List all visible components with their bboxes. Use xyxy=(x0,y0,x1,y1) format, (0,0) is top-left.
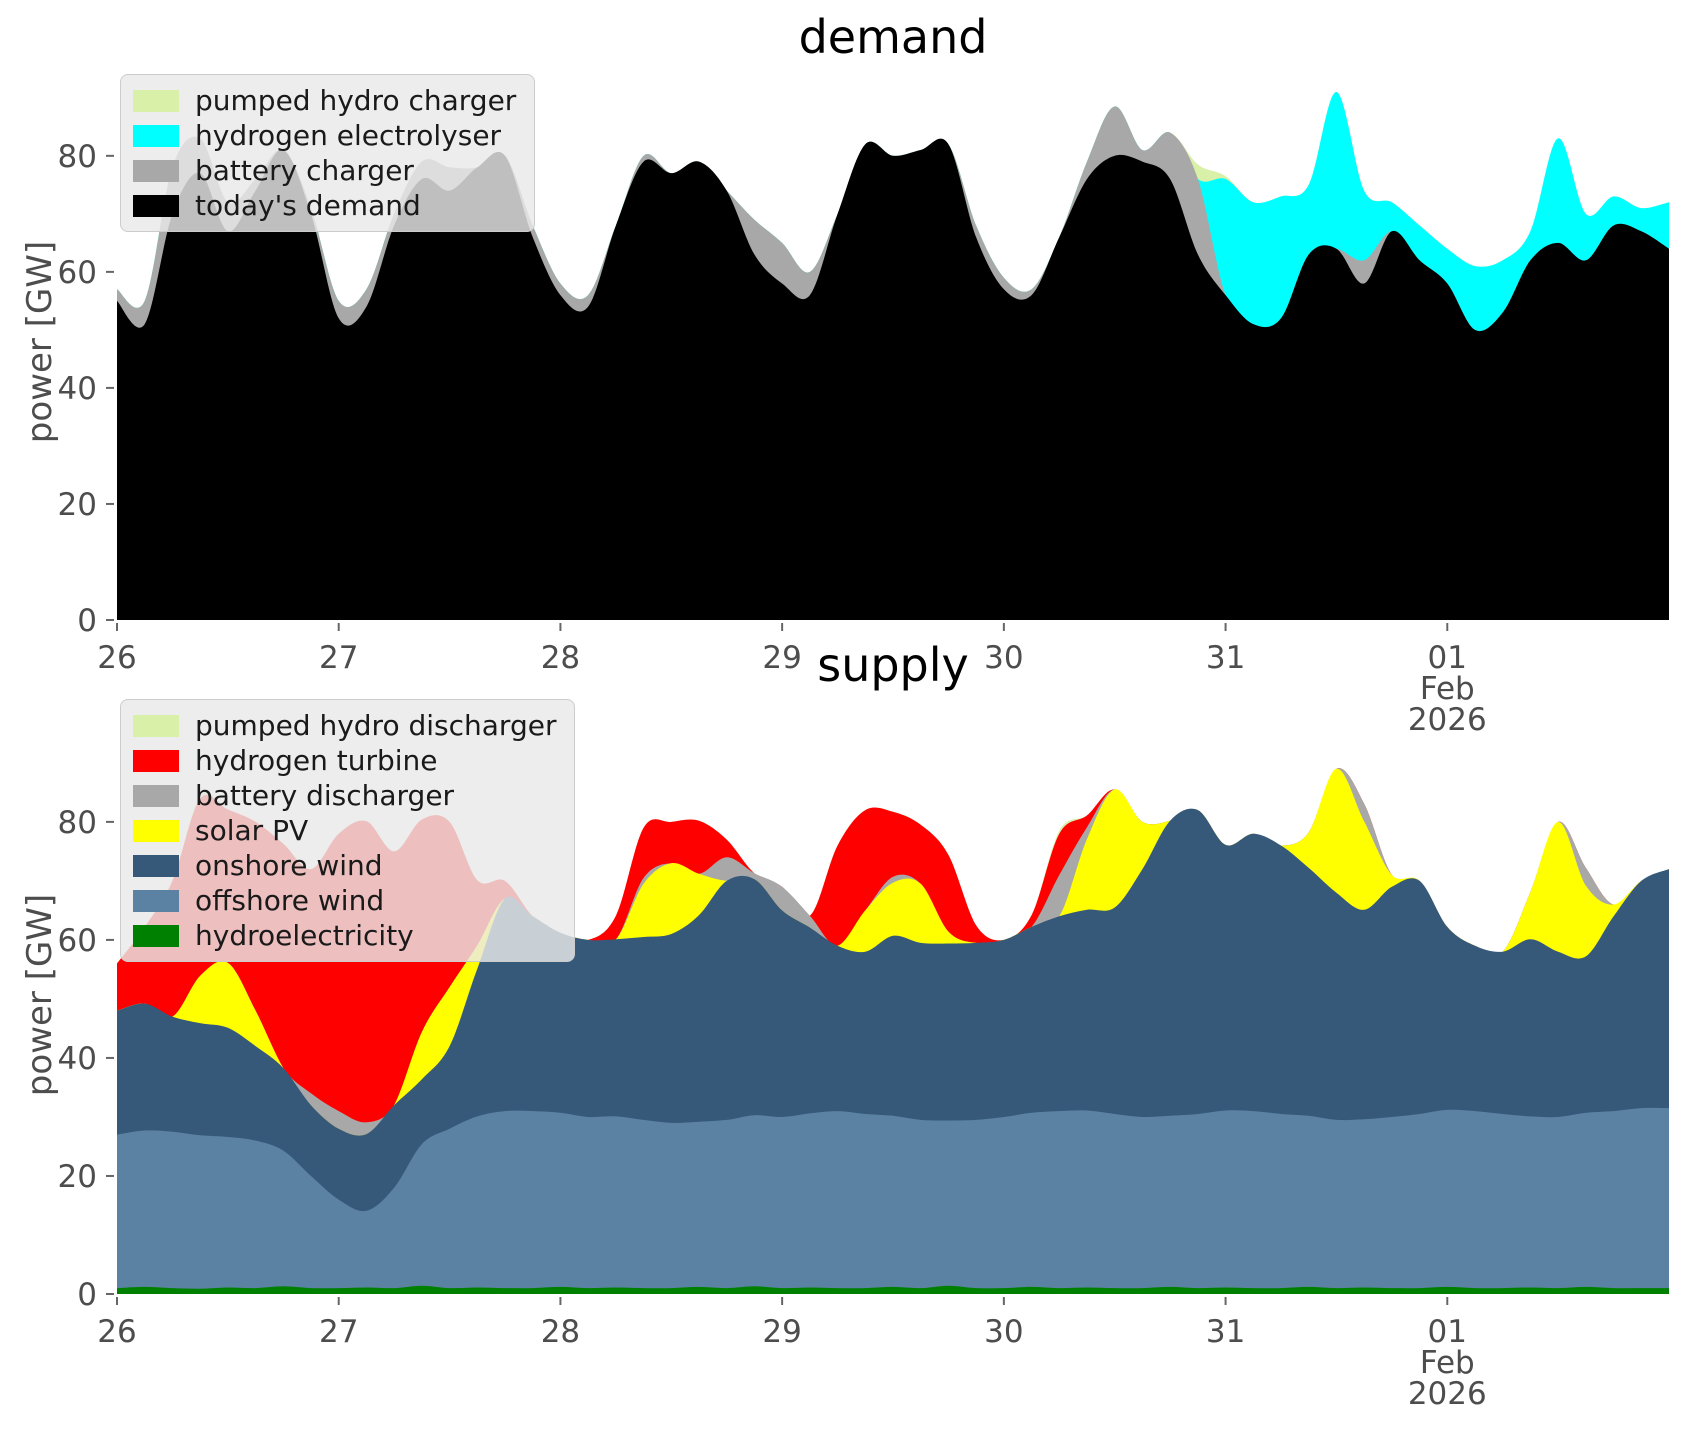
x-tick-label: 26 xyxy=(97,1314,136,1350)
legend-label: hydroelectricity xyxy=(195,919,414,952)
x-tick-label: 27 xyxy=(319,1314,358,1350)
x-tick-label: 28 xyxy=(541,1314,580,1350)
legend-label: battery charger xyxy=(195,154,414,187)
x-tick-label: 01 xyxy=(1428,1314,1467,1350)
x-tick-label: 31 xyxy=(1206,640,1245,676)
area-hydroelectricity xyxy=(117,1285,1669,1294)
legend-swatch xyxy=(133,924,179,947)
legend-swatch xyxy=(133,714,179,737)
y-tick-label: 40 xyxy=(58,1041,97,1077)
area-offshore-wind xyxy=(117,1107,1669,1294)
legend-swatch xyxy=(133,159,179,182)
y-tick-label: 20 xyxy=(58,487,97,523)
supply-legend: pumped hydro discharger hydrogen turbine b… xyxy=(120,699,576,962)
legend-item-solar-pv: solar PV xyxy=(133,815,556,846)
legend-item-battery-discharger: battery discharger xyxy=(133,780,556,811)
y-tick-label: 40 xyxy=(58,371,97,407)
legend-item-pumped-hydro-charger: pumped hydro charger xyxy=(133,85,516,116)
x-tick-label: 30 xyxy=(984,640,1023,676)
legend-item-offshore-wind: offshore wind xyxy=(133,885,556,916)
x-tick-label: 29 xyxy=(762,1314,801,1350)
legend-swatch xyxy=(133,89,179,112)
legend-label: hydrogen turbine xyxy=(195,744,438,777)
legend-item-hydrogen-electrolyser: hydrogen electrolyser xyxy=(133,120,516,151)
legend-swatch xyxy=(133,819,179,842)
demand-legend: pumped hydro charger hydrogen electrolyse… xyxy=(120,74,536,232)
x-tick-label: 01 xyxy=(1428,640,1467,676)
x-tick-label: 26 xyxy=(97,640,136,676)
x-tick-label: 27 xyxy=(319,640,358,676)
legend-swatch xyxy=(133,854,179,877)
demand-chart-title: demand xyxy=(798,10,988,64)
y-tick-label: 0 xyxy=(77,1277,97,1313)
legend-label: hydrogen electrolyser xyxy=(195,119,502,152)
y-tick-label: 60 xyxy=(58,923,97,959)
x-tick-label: 28 xyxy=(541,640,580,676)
legend-item-battery-charger: battery charger xyxy=(133,155,516,186)
area-today-s-demand xyxy=(117,138,1669,620)
x-tick-sublabel: Feb xyxy=(1420,1345,1475,1381)
legend-swatch xyxy=(133,124,179,147)
supply-chart-title: supply xyxy=(817,638,969,692)
x-tick-sublabel: 2026 xyxy=(1408,1376,1487,1412)
y-tick-label: 0 xyxy=(77,603,97,639)
legend-swatch xyxy=(133,749,179,772)
legend-item-hydrogen-turbine: hydrogen turbine xyxy=(133,745,556,776)
legend-label: pumped hydro discharger xyxy=(195,709,557,742)
legend-swatch xyxy=(133,194,179,217)
legend-swatch xyxy=(133,889,179,912)
legend-label: battery discharger xyxy=(195,779,455,812)
legend-swatch xyxy=(133,784,179,807)
x-tick-sublabel: 2026 xyxy=(1408,702,1487,738)
legend-item-onshore-wind: onshore wind xyxy=(133,850,556,881)
legend-item-pumped-hydro-discharger: pumped hydro discharger xyxy=(133,710,556,741)
legend-item-today-s-demand: today's demand xyxy=(133,190,516,221)
legend-item-hydroelectricity: hydroelectricity xyxy=(133,920,556,951)
x-tick-label: 31 xyxy=(1206,1314,1245,1350)
legend-label: solar PV xyxy=(195,814,309,847)
legend-label: onshore wind xyxy=(195,849,383,882)
legend-label: today's demand xyxy=(195,189,421,222)
y-tick-label: 60 xyxy=(58,255,97,291)
y-tick-label: 80 xyxy=(58,139,97,175)
y-tick-label: 80 xyxy=(58,805,97,841)
x-tick-label: 29 xyxy=(762,640,801,676)
legend-label: offshore wind xyxy=(195,884,385,917)
x-tick-label: 30 xyxy=(984,1314,1023,1350)
y-tick-label: 20 xyxy=(58,1159,97,1195)
x-tick-sublabel: Feb xyxy=(1420,671,1475,707)
legend-label: pumped hydro charger xyxy=(195,84,517,117)
